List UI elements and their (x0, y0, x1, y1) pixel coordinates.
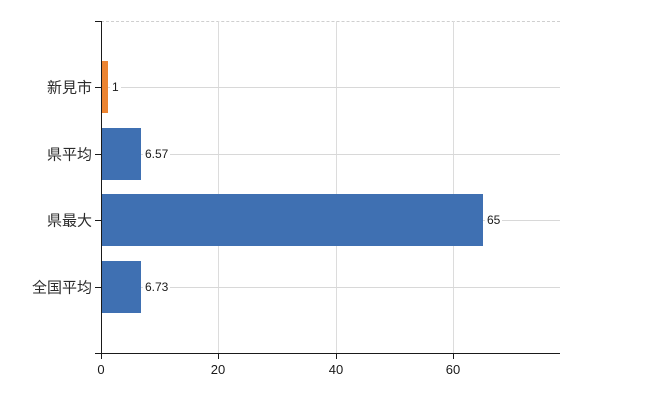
value-label: 6.57 (143, 147, 171, 161)
x-tick-label: 40 (328, 362, 344, 377)
vertical-gridline (453, 21, 454, 353)
horizontal-gridline (101, 287, 560, 288)
value-label: 1 (110, 80, 121, 94)
category-tick (95, 87, 101, 88)
category-tick (95, 220, 101, 221)
bar (102, 128, 141, 180)
bar (102, 61, 108, 113)
x-tick-label: 60 (445, 362, 461, 377)
y-axis-line (101, 21, 102, 353)
category-tick (95, 287, 101, 288)
x-axis-tick (453, 354, 454, 359)
x-axis-tick (218, 354, 219, 359)
category-label: 全国平均 (31, 279, 92, 297)
x-tick-label: 0 (97, 362, 105, 377)
x-tick-label: 20 (210, 362, 226, 377)
vertical-gridline (335, 21, 337, 353)
category-label: 県最大 (46, 212, 92, 230)
value-label: 6.73 (143, 280, 171, 294)
x-axis-tick (336, 354, 337, 359)
value-label: 65 (485, 213, 503, 227)
x-axis-line (95, 353, 560, 354)
bar (102, 194, 483, 246)
vertical-gridline (218, 21, 220, 353)
horizontal-gridline (101, 154, 560, 155)
x-axis-tick (101, 354, 102, 359)
y-axis-top-tick (95, 21, 101, 22)
category-tick (95, 154, 101, 155)
horizontal-gridline (101, 87, 560, 88)
bar (102, 261, 141, 313)
category-label: 県平均 (46, 146, 92, 164)
category-label: 新見市 (46, 79, 92, 97)
plot-top-border (101, 21, 560, 22)
